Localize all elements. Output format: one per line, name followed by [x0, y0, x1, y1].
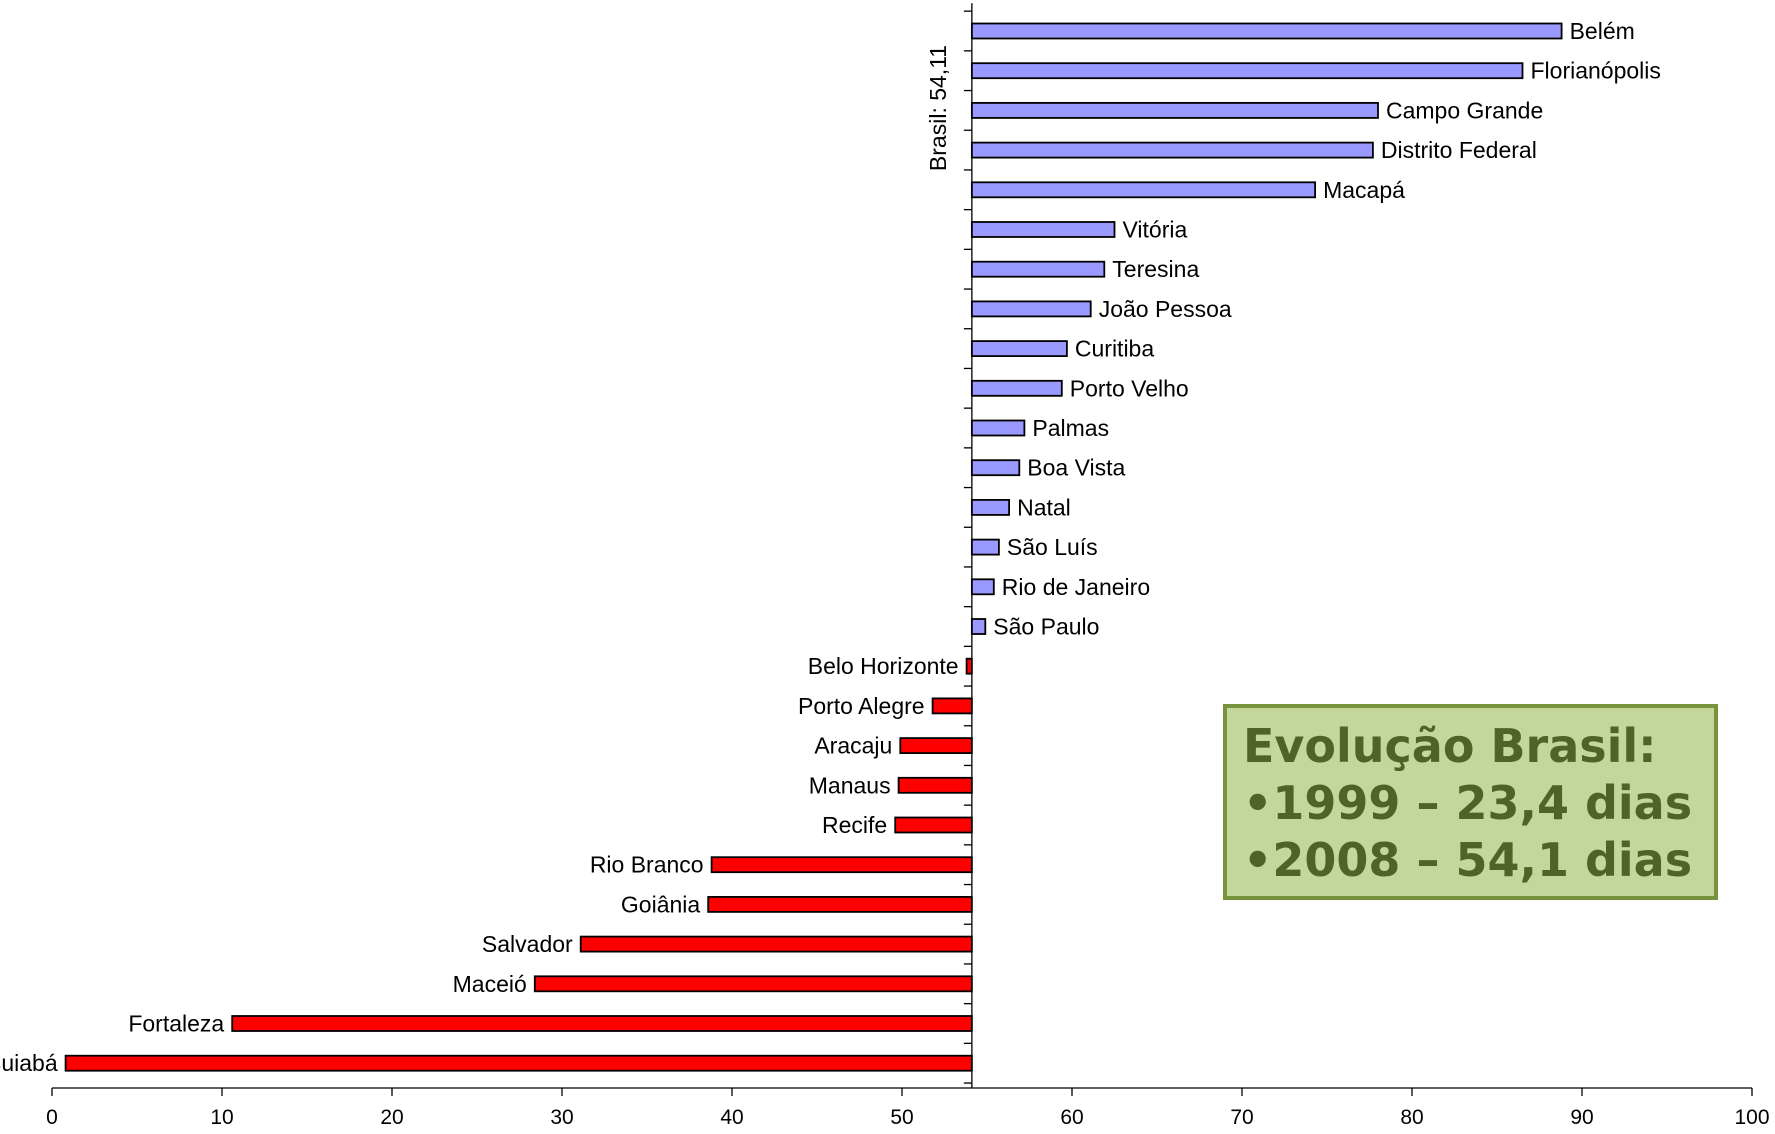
x-tick-label: 0 [46, 1106, 58, 1129]
x-tick-label: 70 [1230, 1106, 1253, 1129]
x-tick-label: 100 [1734, 1106, 1769, 1129]
bar [965, 657, 973, 675]
bar-label: Goiânia [621, 891, 700, 917]
bar-label: Vitória [1123, 217, 1188, 243]
bar-label: Belém [1570, 18, 1635, 44]
bar-label: Campo Grande [1386, 97, 1543, 123]
bar-label: São Paulo [993, 614, 1099, 640]
bar-label: Natal [1017, 494, 1071, 520]
info-box: Evolução Brasil: •1999 – 23,4 dias •2008… [1223, 704, 1718, 900]
bar [970, 459, 1021, 477]
bar [231, 1015, 973, 1032]
bar-label: Porto Alegre [798, 693, 925, 719]
info-box-line-2008: •2008 – 54,1 dias [1243, 833, 1693, 887]
x-tick-label: 80 [1400, 1106, 1423, 1129]
x-tick-label: 50 [890, 1106, 913, 1129]
bar [970, 141, 1374, 159]
bar [894, 816, 973, 834]
info-box-line-1999: •1999 – 23,4 dias [1243, 776, 1693, 830]
bar [533, 975, 973, 993]
bar [579, 935, 973, 953]
bar [970, 260, 1106, 278]
bar-label: Curitiba [1075, 336, 1154, 362]
bar [899, 737, 973, 754]
bar-label: Palmas [1032, 415, 1109, 441]
bar-label: Aracaju [814, 733, 892, 759]
bar [970, 578, 995, 596]
bar-label: Cuiabá [0, 1050, 58, 1076]
bar [970, 300, 1092, 318]
x-tick-label: 60 [1060, 1106, 1083, 1129]
bar-label: Salvador [482, 931, 573, 957]
bar-label: Maceió [453, 971, 527, 997]
bar-label: Rio de Janeiro [1002, 574, 1150, 600]
bar-label: São Luís [1007, 534, 1098, 560]
info-box-title: Evolução Brasil: [1243, 719, 1657, 773]
bar [970, 498, 1010, 516]
bar-label: Distrito Federal [1381, 137, 1537, 163]
axis-layer: 0 10 20 30 40 50 60 70 80 90 100 [46, 3, 1770, 1129]
bar [970, 379, 1063, 397]
bar [970, 22, 1563, 40]
bar [970, 419, 1026, 437]
bar [710, 856, 973, 874]
x-tick-label: 90 [1570, 1106, 1593, 1129]
bar-label: Teresina [1112, 256, 1199, 282]
x-tick-label: 30 [550, 1106, 573, 1129]
bar-label: Macapá [1323, 177, 1405, 203]
bar-label: Porto Velho [1070, 375, 1189, 401]
bar [970, 102, 1379, 119]
bar-label: Fortaleza [128, 1011, 224, 1037]
bar [970, 340, 1068, 358]
bar [707, 896, 973, 913]
bar-label: Manaus [809, 772, 891, 798]
bars-layer [64, 22, 1563, 1072]
x-tick-label: 40 [720, 1106, 743, 1129]
bar-label: João Pessoa [1099, 296, 1232, 322]
reference-label: Brasil: 54,11 [925, 45, 951, 171]
bar [970, 181, 1317, 199]
bar [970, 538, 1000, 556]
bar [931, 697, 973, 715]
bar [970, 221, 1116, 238]
labels-layer: Belém Florianópolis Campo Grande Distrito F… [0, 18, 1661, 1076]
bar-label: Belo Horizonte [808, 653, 959, 679]
bar-label: Boa Vista [1027, 455, 1125, 481]
bar-label: Recife [822, 812, 887, 838]
bar [64, 1054, 973, 1072]
x-tick-label: 10 [210, 1106, 233, 1129]
bar [970, 618, 987, 635]
bar-label: Rio Branco [590, 852, 704, 878]
bar-label: Florianópolis [1531, 58, 1661, 84]
bar [897, 776, 973, 794]
bar [970, 62, 1524, 80]
x-tick-label: 20 [380, 1106, 403, 1129]
